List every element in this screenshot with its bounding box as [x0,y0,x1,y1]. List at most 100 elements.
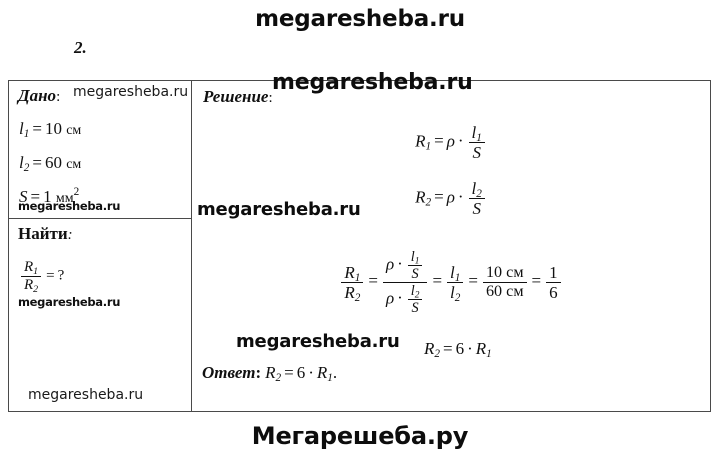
given-s-unit: мм [55,191,74,206]
ratio-l-den-index: 2 [454,292,461,305]
given-l2-unit: см [66,157,82,172]
eq-r2-lhs-index: 2 [425,196,432,209]
ratio-equals-4: = [531,271,542,291]
answer-factor: 6 [296,363,306,382]
answer-lhs-index: 2 [275,372,282,385]
ratio-num-rho: ρ [385,254,395,274]
answer-rhs: R [316,363,328,382]
ratio-result-den: 6 [546,281,561,302]
ratio-inner-num-fraction: l1 S [407,249,423,282]
ratio-inner-num-bottom: S [407,264,423,282]
eq-r1-dot: · [457,131,464,151]
given-item-l2: l2 = 60 см [19,153,82,175]
answer-rhs-index: 1 [327,372,333,385]
top-site-watermark: megaresheba.ru [255,6,465,32]
given-s-equals: = [30,187,41,206]
ratio-inner-num-symbol: l [410,249,415,265]
ratio-inner-den-fraction: l2 S [407,282,423,316]
equation-r1: R1 = ρ · l1 S [192,123,710,162]
solution-column: Решение: megaresheba.ru R1 = ρ · l1 S R2 = ρ · l2… [192,70,710,411]
eq-r2-num-index: 2 [476,188,482,201]
equation-result: R2 = 6 · R1 [424,339,492,361]
eq-r1-fraction: l1 S [468,123,485,162]
eq-r2-num-symbol: l [471,179,477,198]
eq-r1-num-index: 1 [476,132,482,145]
find-equals: = [46,267,55,284]
eq-r2-rho: ρ [446,187,455,207]
eq-result-dot: · [467,339,473,358]
watermark-given-below: megaresheba.ru [18,199,121,213]
find-heading: Найти: [18,224,73,244]
problem-number: 2. [74,38,87,57]
watermark-find-bottom: megaresheba.ru [28,387,144,403]
ratio-l-den: l2 [447,281,464,305]
ratio-lhs-den-symbol: R [344,282,355,302]
answer-colon: : [255,363,262,382]
ratio-lhs-num-index: 1 [354,272,361,285]
eq-r2-fraction: l2 S [468,179,485,218]
given-item-s: S = 1 мм2 [19,186,80,207]
ratio-equals-1: = [368,271,378,291]
solution-heading-text: Решение [203,87,269,106]
eq-result-lhs: R [424,339,435,358]
ratio-l-num: l1 [447,263,463,285]
problem-table: Дано: megaresheba.ru l1 = 10 см l2 = 60 см S… [8,70,711,412]
eq-r1-rho: ρ [446,131,455,151]
eq-r1-numerator: l1 [469,123,485,145]
find-heading-colon: : [67,227,73,243]
ratio-l-fraction: l1 l2 [447,263,464,305]
ratio-l-num-index: 1 [454,272,461,285]
ratio-inner-num-top: l1 [408,249,423,266]
eq-r1-lhs-index: 1 [425,140,432,153]
given-l1-value: 10 [44,119,62,138]
bottom-site-watermark: Мегарешеба.ру [251,422,469,450]
eq-r1-den-symbol: S [468,142,485,162]
ratio-num-dot: · [397,254,403,274]
find-den-index: 2 [33,283,39,295]
given-item-l1: l1 = 10 см [19,119,81,141]
equation-r2: R2 = ρ · l2 S [192,179,710,218]
find-den-symbol: R [24,276,34,293]
find-heading-text: Найти [18,224,68,243]
given-l2-index: 2 [23,162,30,175]
ratio-equals-2: = [432,271,443,291]
watermark-find-below: megaresheba.ru [18,295,121,309]
answer-lhs: R [265,363,276,382]
given-heading-text: Дано [18,86,57,105]
answer-expression: R2 = 6 · R1. [265,363,337,385]
ratio-compound-den: ρ · l2 S [382,281,428,316]
ratio-inner-den-symbol: l [410,282,415,299]
given-l1-index: 1 [23,128,30,141]
eq-r2-lhs: R [415,187,426,207]
eq-r2-dot: · [457,187,464,207]
find-num-symbol: R [24,259,34,275]
given-l1-equals: = [32,119,42,138]
find-question-mark: ? [57,267,65,284]
ratio-value-fraction: 10 см 60 см [482,264,527,301]
watermark-answer-line: megaresheba.ru [236,331,400,352]
given-l2-symbol: l [19,153,24,172]
given-s-exponent: 2 [73,186,80,199]
ratio-den-dot: · [397,288,403,308]
ratio-lhs-den: R2 [341,281,364,305]
watermark-solution-inline: megaresheba.ru [272,70,473,95]
find-cell: Найти: R1 R2 =? megaresheba.ru megaresheba… [9,219,191,411]
given-column: Дано: megaresheba.ru l1 = 10 см l2 = 60 см S… [9,81,192,411]
given-s-symbol: S [19,187,28,206]
ratio-lhs-fraction: R1 R2 [341,263,364,305]
eq-result-equals: = [443,339,453,358]
eq-r2-numerator: l2 [469,179,485,201]
eq-r1-lhs: R [415,131,426,151]
ratio-lhs-den-index: 2 [354,292,361,305]
find-ratio-denominator: R2 [21,275,42,295]
ratio-compound-num: ρ · l1 S [383,249,428,282]
given-s-value: 1 [43,187,52,206]
eq-r2-equals: = [434,187,444,207]
find-expression: R1 R2 =? [19,259,64,294]
ratio-value-den: 60 см [482,281,527,301]
eq-result-rhs: R [475,339,487,358]
given-heading: Дано: [18,86,60,106]
eq-result-rhs-index: 1 [486,348,492,361]
